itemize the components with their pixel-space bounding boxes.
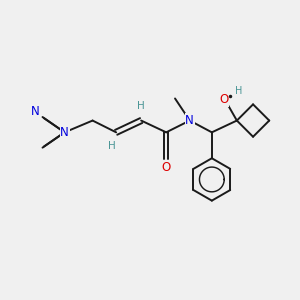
Text: O: O (219, 93, 228, 106)
Text: N: N (185, 114, 194, 127)
Text: N: N (60, 126, 69, 139)
Text: O: O (162, 160, 171, 174)
Text: N: N (31, 105, 40, 118)
Text: H: H (108, 142, 116, 152)
Text: H: H (137, 101, 145, 111)
Text: H: H (235, 86, 242, 96)
